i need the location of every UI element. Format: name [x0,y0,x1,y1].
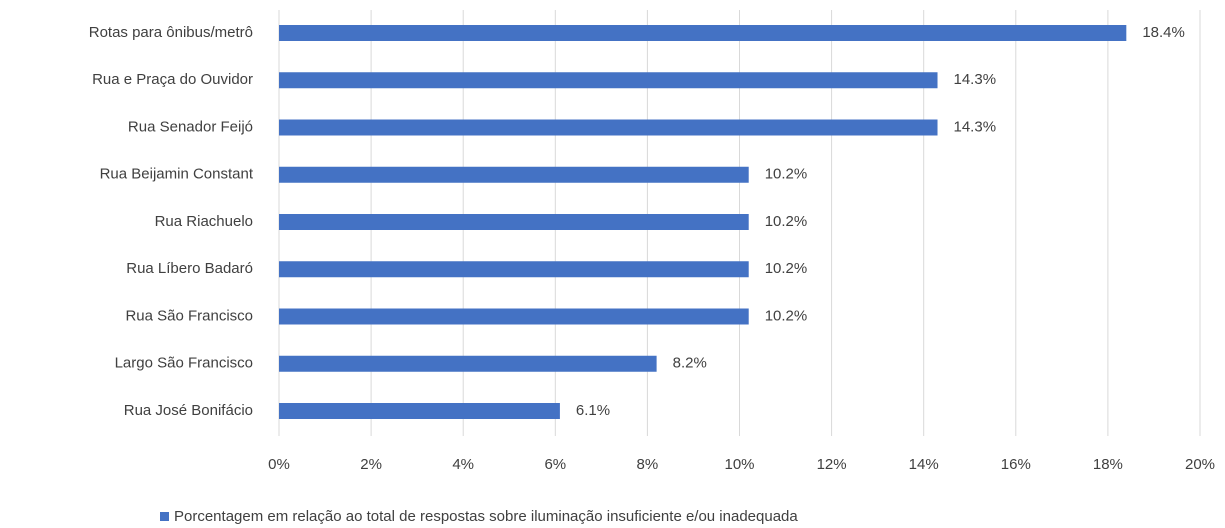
y-tick-label: Rua e Praça do Ouvidor [92,71,253,88]
x-tick-label: 4% [452,456,474,473]
bar [279,214,749,230]
legend-label: Porcentagem em relação ao total de respo… [174,508,798,525]
bar [279,72,938,89]
x-tick-label: 16% [1001,456,1031,473]
y-tick-label: Rua Beijamin Constant [100,166,254,183]
x-tick-label: 20% [1185,456,1215,473]
x-tick-label: 12% [817,456,847,473]
bar [279,403,560,419]
value-label: 10.2% [765,166,808,183]
y-tick-label: Rotas para ônibus/metrô [89,24,253,41]
value-label: 10.2% [765,213,808,230]
bar [279,166,749,183]
bar [279,355,657,372]
bar [279,261,749,278]
x-tick-label: 14% [909,456,939,473]
value-label: 10.2% [765,307,808,324]
x-tick-label: 2% [360,456,382,473]
x-tick-label: 6% [544,456,566,473]
x-tick-label: 8% [637,456,659,473]
value-label: 14.3% [954,71,997,88]
bar [279,308,749,325]
value-label: 14.3% [954,118,997,135]
value-label: 6.1% [576,402,610,419]
y-tick-label: Rua José Bonifácio [124,402,253,419]
y-tick-label: Rua Líbero Badaró [126,260,253,277]
y-tick-label: Largo São Francisco [115,355,253,372]
y-tick-label: Rua Senador Feijó [128,118,253,135]
x-tick-label: 18% [1093,456,1123,473]
value-label: 18.4% [1142,24,1185,41]
x-tick-label: 10% [724,456,754,473]
legend-swatch [160,512,169,521]
y-tick-label: Rua São Francisco [125,307,253,324]
y-tick-label: Rua Riachuelo [155,213,253,230]
x-tick-label: 0% [268,456,290,473]
value-label: 8.2% [673,355,707,372]
bar [279,25,1127,41]
bar [279,119,938,136]
value-label: 10.2% [765,260,808,277]
